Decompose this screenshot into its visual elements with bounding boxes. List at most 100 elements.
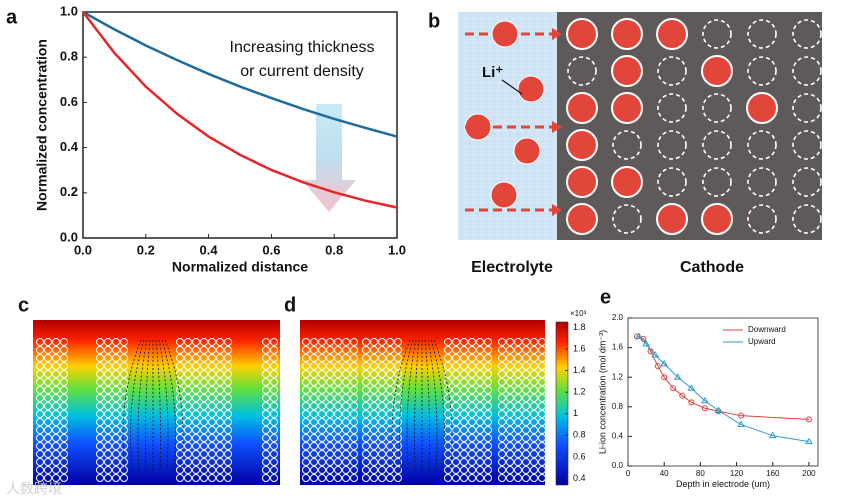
marker bbox=[714, 406, 723, 413]
particle bbox=[506, 338, 514, 346]
particle bbox=[484, 338, 492, 346]
particle bbox=[460, 354, 468, 362]
particle bbox=[342, 378, 350, 386]
particle bbox=[176, 458, 184, 466]
particle bbox=[522, 362, 530, 370]
particle bbox=[452, 402, 460, 410]
particle bbox=[334, 378, 342, 386]
particle bbox=[184, 466, 192, 474]
particle bbox=[262, 442, 270, 450]
particle bbox=[522, 450, 530, 458]
x-tick-label: 0.6 bbox=[262, 242, 280, 257]
colorbar-tick-label: 0.6 bbox=[573, 451, 586, 461]
particle bbox=[216, 474, 224, 482]
particle bbox=[36, 362, 44, 370]
particle bbox=[522, 418, 530, 426]
particle bbox=[184, 370, 192, 378]
particle bbox=[112, 346, 120, 354]
particle bbox=[326, 418, 334, 426]
particle bbox=[394, 418, 402, 426]
particle bbox=[310, 402, 318, 410]
particle bbox=[208, 370, 216, 378]
particle bbox=[96, 338, 104, 346]
particle bbox=[476, 370, 484, 378]
particle bbox=[386, 474, 394, 482]
particle bbox=[506, 474, 514, 482]
particle bbox=[476, 442, 484, 450]
annotation: or current density bbox=[240, 63, 364, 80]
particle bbox=[302, 378, 310, 386]
particle bbox=[310, 354, 318, 362]
particle bbox=[444, 474, 452, 482]
particle bbox=[318, 474, 326, 482]
particle bbox=[200, 370, 208, 378]
particle bbox=[96, 426, 104, 434]
particle bbox=[224, 386, 232, 394]
particle bbox=[270, 370, 278, 378]
particle bbox=[310, 410, 318, 418]
particle bbox=[262, 346, 270, 354]
vacancy bbox=[702, 93, 732, 123]
particle bbox=[176, 418, 184, 426]
particle bbox=[444, 434, 452, 442]
particle bbox=[514, 394, 522, 402]
particle bbox=[192, 426, 200, 434]
particle bbox=[362, 434, 370, 442]
particle bbox=[318, 338, 326, 346]
particle bbox=[460, 370, 468, 378]
ion bbox=[701, 55, 733, 87]
particle bbox=[498, 474, 506, 482]
particle bbox=[386, 450, 394, 458]
particle bbox=[334, 450, 342, 458]
particle bbox=[350, 370, 358, 378]
ion bbox=[656, 203, 688, 235]
particle bbox=[326, 386, 334, 394]
particle bbox=[44, 402, 52, 410]
particle bbox=[44, 458, 52, 466]
particle bbox=[104, 466, 112, 474]
particle bbox=[112, 442, 120, 450]
particle bbox=[452, 450, 460, 458]
ion bbox=[517, 75, 545, 103]
particle bbox=[530, 394, 538, 402]
particle bbox=[460, 362, 468, 370]
colorbar-tick-label: 0.8 bbox=[573, 430, 586, 440]
particle bbox=[498, 362, 506, 370]
y-axis-label: Normalized concentration bbox=[33, 39, 49, 211]
particle bbox=[44, 386, 52, 394]
particle bbox=[506, 346, 514, 354]
particle bbox=[52, 466, 60, 474]
particle bbox=[378, 362, 386, 370]
panel-label: d bbox=[284, 294, 296, 316]
particle bbox=[530, 370, 538, 378]
vacancy bbox=[657, 130, 687, 160]
particle bbox=[350, 338, 358, 346]
flux-line bbox=[158, 339, 169, 471]
particle bbox=[538, 402, 546, 410]
particle bbox=[362, 346, 370, 354]
particle bbox=[378, 442, 386, 450]
particle bbox=[484, 418, 492, 426]
panel-label: c bbox=[18, 294, 29, 316]
particle bbox=[104, 402, 112, 410]
particle bbox=[60, 442, 68, 450]
particle bbox=[386, 378, 394, 386]
particle bbox=[184, 442, 192, 450]
particle bbox=[522, 370, 530, 378]
particle bbox=[224, 362, 232, 370]
particle bbox=[452, 474, 460, 482]
particle bbox=[334, 458, 342, 466]
particle bbox=[334, 442, 342, 450]
particle bbox=[476, 362, 484, 370]
particle bbox=[514, 370, 522, 378]
schematic bbox=[458, 12, 822, 240]
particle bbox=[302, 426, 310, 434]
particle bbox=[262, 418, 270, 426]
particle bbox=[370, 346, 378, 354]
particle bbox=[208, 354, 216, 362]
particle bbox=[318, 378, 326, 386]
particle bbox=[350, 474, 358, 482]
particle bbox=[452, 466, 460, 474]
particle bbox=[120, 466, 128, 474]
cathode bbox=[557, 12, 822, 240]
